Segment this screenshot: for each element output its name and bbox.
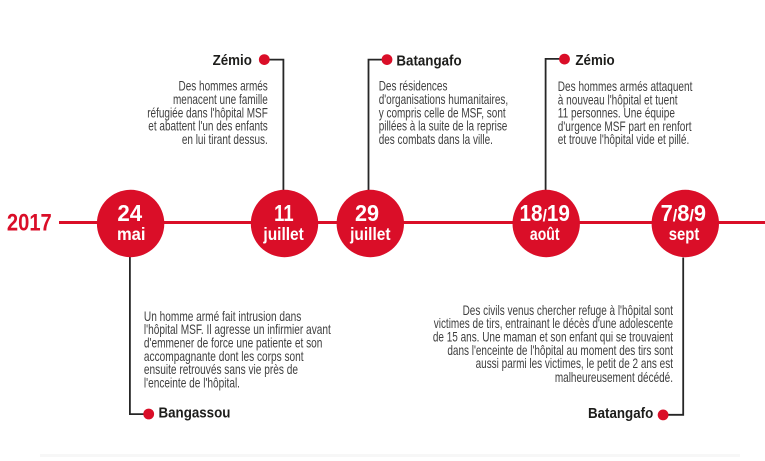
svg-text:Des hommes armés: Des hommes armés [179,78,268,94]
svg-text:malheureusement décédé.: malheureusement décédé. [555,369,673,385]
svg-text:sept: sept [669,225,700,245]
svg-text:à nouveau l'hôpital et tuent: à nouveau l'hôpital et tuent [558,92,678,108]
svg-text:Des civils venus chercher refu: Des civils venus chercher refuge à l'hôp… [463,302,674,318]
svg-text:et trouve l'hôpital vide et pi: et trouve l'hôpital vide et pillé. [558,132,689,148]
svg-text:Des hommes armés attaquent: Des hommes armés attaquent [558,79,693,95]
svg-text:Batangafo: Batangafo [588,405,654,422]
svg-text:en lui tirant dessus.: en lui tirant dessus. [182,131,268,147]
svg-text:Zémio: Zémio [575,52,615,69]
svg-text:l'hôpital MSF. Il agresse un i: l'hôpital MSF. Il agresse un infirmier a… [144,322,331,338]
svg-text:2017: 2017 [7,209,52,236]
svg-text:7/8/9: 7/8/9 [661,201,706,227]
svg-text:victimes de tirs, entrainant l: victimes de tirs, entrainant le décès d'… [434,316,674,332]
svg-text:menacent une famille: menacent une famille [173,91,268,107]
svg-text:d'organisations humanitaires,: d'organisations humanitaires, [379,91,508,107]
svg-text:y compris celle de MSF, sont: y compris celle de MSF, sont [379,105,507,121]
svg-text:24: 24 [117,200,142,226]
svg-text:des combats dans la ville.: des combats dans la ville. [379,131,493,147]
svg-text:réfugiée dans l'hôpital MSF: réfugiée dans l'hôpital MSF [147,105,268,121]
svg-text:Un homme armé fait intrusion d: Un homme armé fait intrusion dans [144,308,301,324]
svg-text:11 personnes. Une équipe: 11 personnes. Une équipe [558,105,675,121]
svg-text:de 15 ans. Une maman et son en: de 15 ans. Une maman et son enfant qui s… [433,329,674,345]
svg-text:juillet: juillet [349,224,391,244]
svg-text:Des résidences: Des résidences [379,78,448,94]
svg-text:ensuite retrouvés sans vie prè: ensuite retrouvés sans vie près de [144,362,298,378]
svg-text:pillées à la suite de la repri: pillées à la suite de la reprise [379,118,508,134]
svg-text:29: 29 [355,201,379,227]
svg-text:dans l'enceinte de l'hôpital a: dans l'enceinte de l'hôpital au moment d… [447,342,673,358]
svg-text:août: août [530,224,560,244]
svg-text:11: 11 [274,201,293,226]
svg-text:d'emmener de force une patient: d'emmener de force une patiente et son [144,335,323,351]
svg-text:d'urgence MSF part en renfort: d'urgence MSF part en renfort [558,118,692,134]
svg-text:Bangassou: Bangassou [159,405,231,422]
svg-text:Zémio: Zémio [213,52,253,69]
svg-text:Batangafo: Batangafo [396,53,462,70]
svg-text:aussi parmi les victimes, le p: aussi parmi les victimes, le petit de 2 … [476,356,674,372]
svg-text:juillet: juillet [262,224,304,244]
svg-text:mai: mai [117,223,146,244]
svg-text:et abattent l'un des enfants: et abattent l'un des enfants [148,118,268,134]
svg-text:accompagnante dont les corps s: accompagnante dont les corps sont [144,348,304,364]
svg-text:l'enceinte de l'hôpital.: l'enceinte de l'hôpital. [144,375,240,391]
